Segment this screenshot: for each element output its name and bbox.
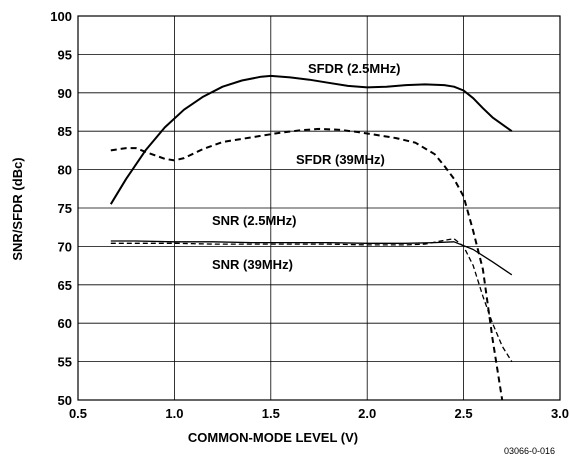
y-tick-label: 50 [58, 393, 72, 408]
y-tick-label: 100 [50, 9, 72, 24]
grid [78, 16, 560, 400]
x-tick-label: 1.0 [165, 406, 183, 421]
series-line-sfdr-39mhz [110, 127, 504, 401]
x-tick-label: 3.0 [551, 406, 569, 421]
series-label-sfdr-2-5mhz: SFDR (2.5MHz) [308, 61, 400, 76]
y-tick-label: 95 [58, 47, 72, 62]
series-line-snr-2-5mhz [110, 240, 513, 276]
series-layer [109, 74, 513, 401]
series-label-sfdr-39mhz: SFDR (39MHz) [296, 152, 385, 167]
y-tick-label: 70 [58, 239, 72, 254]
y-axis-title: SNR/SFDR (dBc) [10, 157, 25, 260]
series-line-snr-39mhz [110, 238, 513, 362]
figure-code: 03066-0-016 [504, 446, 555, 456]
series-label-snr-39mhz: SNR (39MHz) [212, 257, 293, 272]
plot-frame [77, 15, 561, 401]
y-tick-label: 80 [58, 163, 72, 178]
y-tick-label: 85 [58, 124, 72, 139]
y-tick-label: 90 [58, 86, 72, 101]
x-tick-label: 2.5 [455, 406, 473, 421]
y-tick-label: 55 [58, 355, 72, 370]
x-tick-label: 1.5 [262, 406, 280, 421]
y-tick-label: 60 [58, 316, 72, 331]
x-axis-title: COMMON-MODE LEVEL (V) [188, 430, 358, 445]
y-tick-label: 65 [58, 278, 72, 293]
x-tick-label: 0.5 [69, 406, 87, 421]
series-label-snr-2-5mhz: SNR (2.5MHz) [212, 213, 297, 228]
y-tick-label: 75 [58, 201, 72, 216]
y-tick-labels: 50 55 60 65 70 75 80 85 90 95 100 [50, 9, 72, 408]
x-tick-label: 2.0 [358, 406, 376, 421]
x-tick-labels: 0.5 1.0 1.5 2.0 2.5 3.0 [69, 406, 569, 421]
series-line-sfdr-2-5mhz [109, 74, 513, 205]
